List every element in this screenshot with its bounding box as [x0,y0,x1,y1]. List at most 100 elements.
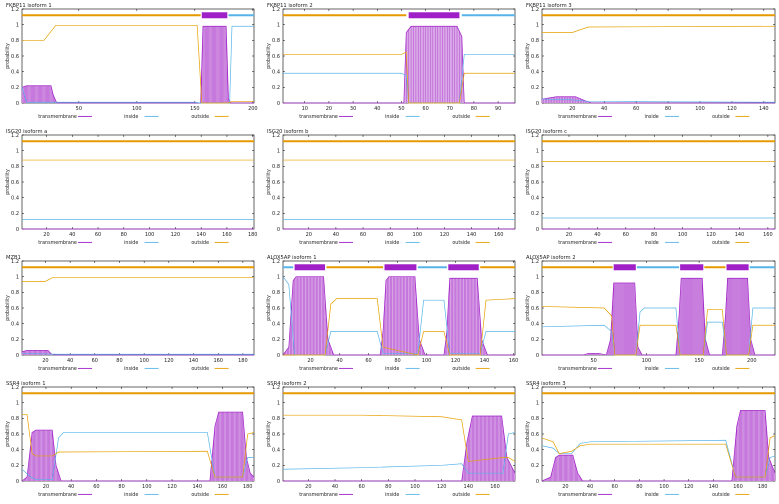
legend-label: inside [385,240,399,246]
series-outside-line [283,298,516,356]
y-axis-label: probability [525,169,531,195]
x-tick-label: 140 [735,232,745,238]
y-tick-label: 1.2 [531,133,539,139]
x-tick-label: 60 [633,106,639,112]
legend-label: transmembrane [299,366,338,372]
x-tick-label: 80 [116,358,122,364]
y-tick-label: 0 [16,227,19,233]
legend-label: transmembrane [558,114,597,120]
panel: SSR4 isoform 3 0 0.2 0.4 0.6 0.8 1 1.2 20 40 60 80 1… [525,381,776,498]
plot-frame [282,8,516,104]
x-tick-label: 20 [569,106,575,112]
series-inside-line [21,25,254,104]
y-tick-label: 1.2 [531,7,539,13]
y-tick-label: 1 [536,148,539,154]
legend-label: outside [712,114,730,120]
y-tick-label: 0.4 [11,69,19,75]
x-tick-label: 80 [121,232,127,238]
x-tick-label: 100 [659,484,669,490]
legend-label: transmembrane [38,114,77,120]
y-tick-label: 0.4 [11,321,19,327]
y-tick-label: 1.2 [272,385,280,391]
y-tick-label: 0.6 [272,54,280,60]
x-tick-label: 50 [590,358,596,364]
x-tick-label: 100 [139,358,149,364]
y-axis-label: probability [266,295,272,321]
x-tick-label: 120 [171,232,181,238]
legend-label: inside [645,240,659,246]
topology-transmembrane-segment [408,12,460,19]
x-tick-label: 100 [413,232,423,238]
x-tick-label: 20 [326,106,332,112]
x-tick-label: 80 [471,106,477,112]
legend-label: inside [385,492,399,498]
transmembrane-area [22,350,254,355]
series-outside-line [22,277,254,282]
y-axis-label: probability [5,169,11,195]
y-tick-label: 0.2 [531,337,539,343]
y-tick-label: 1.2 [531,385,539,391]
x-tick-label: 20 [306,232,312,238]
legend-label: inside [124,240,138,246]
x-tick-label: 140 [759,106,769,112]
x-tick-label: 100 [642,358,652,364]
x-tick-label: 150 [190,106,200,112]
x-tick-label: 90 [495,106,501,112]
x-tick-label: 80 [118,484,124,490]
x-tick-label: 40 [69,232,75,238]
y-tick-label: 0.4 [531,69,539,75]
panel-title: ALOX5AP isoform 2 [526,255,576,261]
y-tick-label: 0 [536,353,539,359]
x-tick-label: 60 [93,484,99,490]
y-tick-label: 0.6 [11,180,19,186]
y-tick-label: 1.2 [272,259,280,265]
x-tick-label: 160 [494,232,504,238]
y-axis-label: probability [5,43,11,69]
legend-label: transmembrane [299,240,338,246]
plot-frame [541,8,776,104]
y-tick-label: 0.6 [11,306,19,312]
x-tick-label: 20 [43,484,49,490]
y-tick-label: 0.2 [531,85,539,91]
series-transmembrane-line [541,96,775,104]
x-tick-label: 100 [132,106,142,112]
panel-title: ISG20 isoform b [267,129,309,135]
x-tick-label: 100 [678,232,688,238]
y-tick-label: 1 [536,274,539,280]
series-transmembrane-line [282,276,515,356]
plot-frame [541,134,776,230]
transmembrane-hatch [545,410,776,481]
plot-frame [21,134,255,230]
legend-label: inside [124,114,138,120]
y-tick-label: 1 [16,22,19,28]
panel: SSR4 isoform 2 0 0.2 0.4 0.6 0.8 1 1.2 20 40 60 80 1… [266,381,516,498]
x-tick-label: 100 [145,232,155,238]
x-tick-label: 60 [95,232,101,238]
x-tick-label: 40 [333,232,339,238]
x-tick-label: 200 [248,106,258,112]
y-tick-label: 0.2 [531,211,539,217]
x-tick-label: 140 [196,232,206,238]
x-tick-label: 30 [350,106,356,112]
y-axis-label: probability [266,169,272,195]
y-tick-label: 0.6 [531,306,539,312]
x-tick-label: 40 [587,484,593,490]
legend-label: outside [191,240,209,246]
topology-transmembrane-segment [726,264,749,271]
legend-label: inside [385,114,399,120]
legend-label: outside [452,240,470,246]
legend-label: transmembrane [558,366,597,372]
panel-title: MZB1 [6,255,21,261]
y-tick-label: 0.8 [531,290,539,296]
legend-label: transmembrane [299,114,338,120]
series-inside-line [21,353,254,355]
topology-transmembrane-segment [680,264,704,271]
series-transmembrane-line [283,25,515,104]
y-tick-label: 0.8 [531,38,539,44]
x-tick-label: 40 [336,358,342,364]
y-tick-label: 1 [536,22,539,28]
transmembrane-hatch [406,26,463,103]
x-tick-label: 160 [213,358,223,364]
plot-frame [21,260,255,356]
x-tick-label: 140 [480,358,490,364]
